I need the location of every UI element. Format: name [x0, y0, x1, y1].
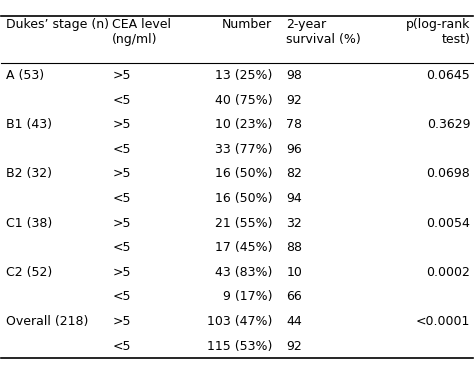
Text: >5: >5 [112, 167, 131, 181]
Text: 96: 96 [286, 143, 302, 156]
Text: 0.0002: 0.0002 [427, 266, 470, 279]
Text: 16 (50%): 16 (50%) [215, 167, 273, 181]
Text: C2 (52): C2 (52) [6, 266, 52, 279]
Text: >5: >5 [112, 69, 131, 82]
Text: 92: 92 [286, 339, 302, 353]
Text: 94: 94 [286, 192, 302, 205]
Text: <5: <5 [112, 241, 131, 254]
Text: 2-year
survival (%): 2-year survival (%) [286, 18, 361, 46]
Text: 98: 98 [286, 69, 302, 82]
Text: 10: 10 [286, 266, 302, 279]
Text: 0.0054: 0.0054 [427, 217, 470, 230]
Text: Overall (218): Overall (218) [6, 315, 89, 328]
Text: 0.0698: 0.0698 [427, 167, 470, 181]
Text: CEA level
(ng/ml): CEA level (ng/ml) [112, 18, 171, 46]
Text: <5: <5 [112, 94, 131, 107]
Text: Number: Number [222, 18, 273, 31]
Text: 10 (23%): 10 (23%) [215, 118, 273, 131]
Text: <0.0001: <0.0001 [416, 315, 470, 328]
Text: <5: <5 [112, 339, 131, 353]
Text: 16 (50%): 16 (50%) [215, 192, 273, 205]
Text: 44: 44 [286, 315, 302, 328]
Text: 0.3629: 0.3629 [427, 118, 470, 131]
Text: 88: 88 [286, 241, 302, 254]
Text: 115 (53%): 115 (53%) [207, 339, 273, 353]
Text: >5: >5 [112, 217, 131, 230]
Text: 82: 82 [286, 167, 302, 181]
Text: B2 (32): B2 (32) [6, 167, 52, 181]
Text: C1 (38): C1 (38) [6, 217, 52, 230]
Text: 21 (55%): 21 (55%) [215, 217, 273, 230]
Text: 40 (75%): 40 (75%) [215, 94, 273, 107]
Text: 32: 32 [286, 217, 302, 230]
Text: B1 (43): B1 (43) [6, 118, 52, 131]
Text: >5: >5 [112, 118, 131, 131]
Text: 17 (45%): 17 (45%) [215, 241, 273, 254]
Text: A (53): A (53) [6, 69, 44, 82]
Text: <5: <5 [112, 290, 131, 304]
Text: 66: 66 [286, 290, 302, 304]
Text: Dukes’ stage (n): Dukes’ stage (n) [6, 18, 109, 31]
Text: 13 (25%): 13 (25%) [215, 69, 273, 82]
Text: <5: <5 [112, 143, 131, 156]
Text: 43 (83%): 43 (83%) [215, 266, 273, 279]
Text: >5: >5 [112, 266, 131, 279]
Text: <5: <5 [112, 192, 131, 205]
Text: 78: 78 [286, 118, 302, 131]
Text: 103 (47%): 103 (47%) [207, 315, 273, 328]
Text: p(log-rank
test): p(log-rank test) [406, 18, 470, 46]
Text: 0.0645: 0.0645 [427, 69, 470, 82]
Text: 33 (77%): 33 (77%) [215, 143, 273, 156]
Text: >5: >5 [112, 315, 131, 328]
Text: 92: 92 [286, 94, 302, 107]
Text: 9 (17%): 9 (17%) [223, 290, 273, 304]
